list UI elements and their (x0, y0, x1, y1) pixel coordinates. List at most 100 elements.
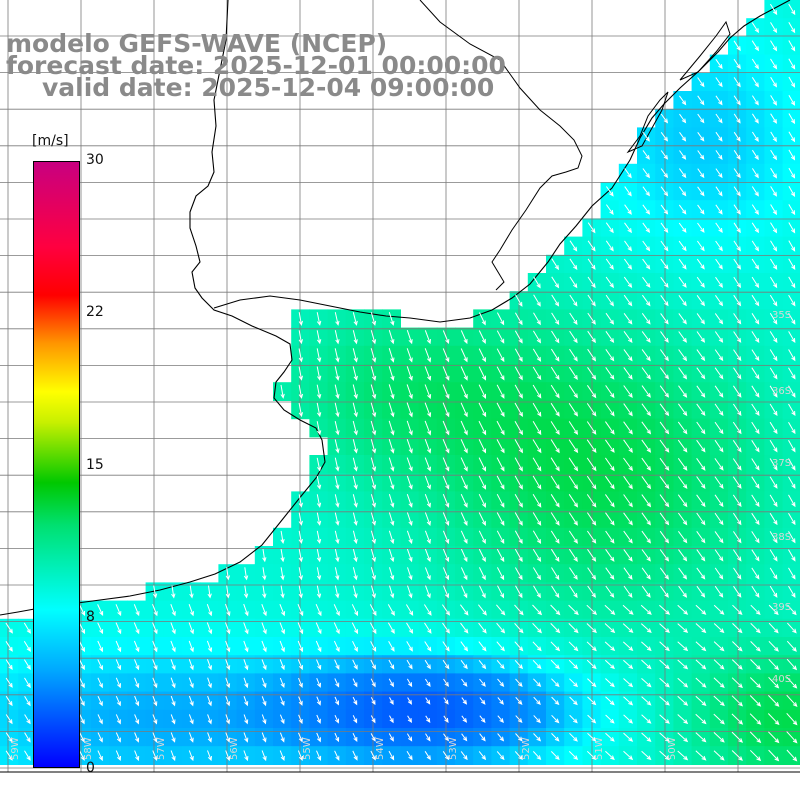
wind-arrow (568, 475, 579, 490)
wind-arrow (569, 696, 578, 706)
wind-arrow (442, 457, 450, 472)
wind-arrow (660, 132, 669, 142)
wind-arrow (225, 603, 231, 617)
wind-arrow (660, 313, 669, 325)
wind-arrow (568, 641, 579, 652)
wind-arrow (389, 567, 395, 581)
wind-arrow (624, 186, 632, 197)
wind-arrow (788, 331, 796, 343)
wind-arrow (424, 678, 431, 687)
wind-arrow (280, 567, 285, 581)
wind-arrow (298, 402, 303, 418)
wind-arrow (749, 749, 762, 762)
colorbar-tick-22: 22 (86, 304, 104, 320)
wind-arrow (170, 714, 176, 725)
wind-arrow (641, 385, 651, 398)
wind-arrow (678, 385, 688, 398)
wind-arrow (532, 567, 542, 581)
wind-arrow (315, 604, 322, 617)
wind-arrow (424, 475, 431, 490)
wind-arrow (370, 348, 377, 363)
wind-arrow (352, 420, 358, 436)
wind-arrow (388, 678, 394, 688)
wind-arrow (751, 168, 759, 179)
wind-arrow (370, 439, 377, 454)
wind-arrow (532, 348, 542, 362)
wind-arrow (733, 240, 741, 252)
wind-arrow (623, 385, 633, 399)
wind-arrow (225, 677, 231, 689)
wind-arrow (334, 366, 340, 381)
wind-arrow (496, 330, 505, 344)
wind-arrow (316, 678, 321, 688)
wind-arrow (424, 457, 431, 472)
wind-arrow (678, 186, 687, 197)
wind-arrow (586, 494, 597, 508)
wind-arrow (659, 403, 670, 417)
wind-arrow (696, 403, 706, 417)
wind-arrow (152, 659, 158, 671)
wind-arrow (751, 294, 760, 307)
wind-arrow (770, 149, 778, 161)
wind-arrow (225, 659, 231, 671)
wind-arrow (640, 604, 652, 615)
wind-arrow (568, 604, 579, 616)
wind-arrow (261, 750, 267, 762)
wind-arrow (514, 348, 523, 363)
wind-arrow (732, 421, 742, 435)
wind-arrow (316, 366, 322, 381)
wind-arrow (315, 622, 322, 635)
wind-arrow (641, 641, 652, 652)
wind-arrow (352, 715, 358, 724)
lon-label: 53W (448, 737, 459, 760)
wind-arrow (551, 567, 560, 581)
wind-arrow (389, 585, 395, 599)
wind-arrow (261, 714, 267, 725)
wind-arrow (678, 258, 687, 270)
wind-arrow (551, 733, 560, 742)
wind-arrow (769, 567, 778, 580)
wind-arrow (298, 530, 303, 545)
wind-arrow (388, 530, 395, 545)
wind-arrow (732, 458, 742, 471)
wind-arrow (334, 312, 340, 326)
wind-arrow (550, 548, 560, 562)
wind-arrow (298, 677, 303, 688)
wind-arrow (297, 750, 303, 762)
wind-arrow (478, 548, 486, 563)
wind-arrow (604, 623, 616, 634)
wind-arrow (715, 113, 723, 124)
wind-arrow (587, 678, 597, 688)
wind-arrow (697, 113, 705, 124)
wind-arrow (641, 494, 652, 508)
colorbar-tick-8: 8 (86, 609, 95, 625)
wind-arrow (713, 623, 725, 634)
wind-arrow (659, 549, 670, 562)
wind-arrow (678, 567, 688, 580)
wind-arrow (569, 294, 578, 307)
wind-arrow (586, 750, 597, 761)
wind-arrow (461, 697, 468, 705)
wind-arrow (370, 750, 376, 761)
wind-arrow (497, 585, 505, 599)
wind-arrow (769, 349, 778, 362)
wind-arrow (461, 585, 468, 599)
wind-arrow (533, 696, 541, 706)
wind-arrow (170, 604, 176, 617)
wind-arrow (207, 585, 212, 599)
wind-arrow (442, 475, 450, 490)
wind-arrow (769, 313, 778, 325)
wind-arrow (496, 622, 506, 634)
wind-arrow (642, 168, 650, 179)
wind-arrow (279, 640, 285, 653)
wind-arrow (388, 384, 395, 400)
wind-arrow (550, 457, 560, 472)
wind-arrow (514, 457, 523, 472)
wind-arrow (442, 439, 450, 454)
wind-arrow (715, 240, 723, 252)
wind-arrow (334, 530, 340, 545)
wind-arrow (24, 695, 31, 707)
wind-arrow (298, 494, 303, 508)
wind-arrow (568, 494, 579, 508)
wind-arrow (515, 678, 523, 687)
